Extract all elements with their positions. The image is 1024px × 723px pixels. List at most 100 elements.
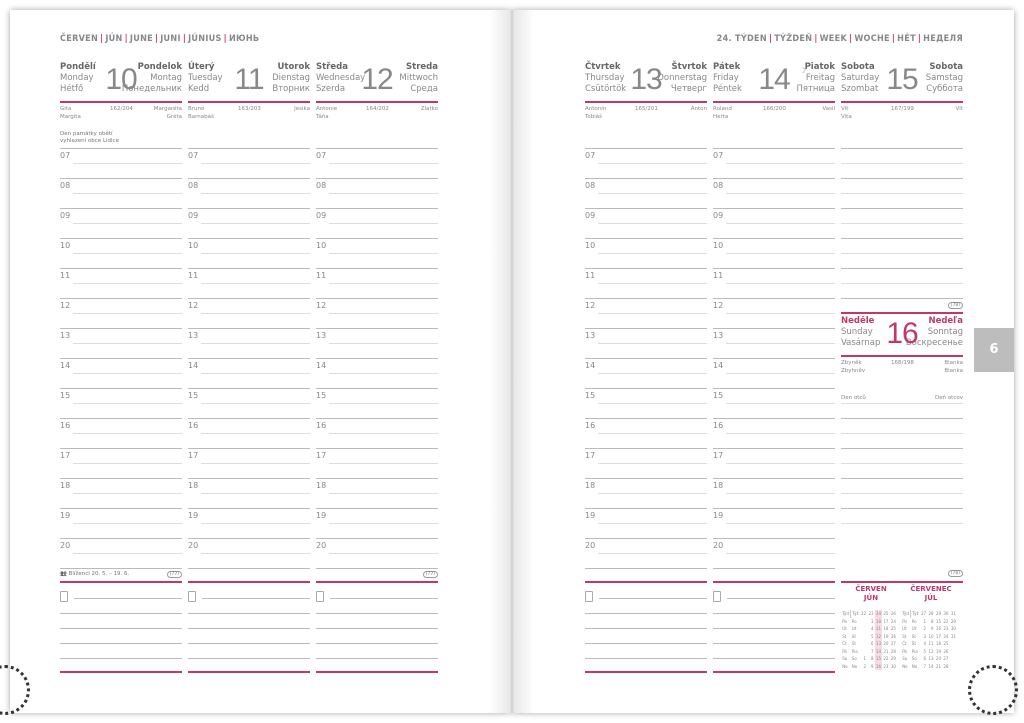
calendar-cell[interactable]: So bbox=[911, 656, 917, 662]
calendar-cell[interactable]: 18 bbox=[883, 626, 889, 632]
calendar-cell[interactable]: 3 bbox=[923, 633, 927, 639]
calendar-cell[interactable]: 12 bbox=[928, 648, 934, 654]
calendar-cell[interactable]: 31 bbox=[950, 633, 956, 639]
calendar-cell[interactable]: St bbox=[911, 633, 916, 639]
calendar-cell[interactable]: 7 bbox=[923, 663, 927, 669]
calendar-cell[interactable] bbox=[950, 648, 957, 656]
calendar-cell[interactable]: 24 bbox=[890, 618, 896, 624]
calendar-cell[interactable]: 22 bbox=[883, 656, 889, 662]
calendar-cell[interactable]: 26 bbox=[890, 633, 896, 639]
calendar-cell[interactable] bbox=[860, 618, 867, 626]
calendar-cell[interactable] bbox=[950, 655, 957, 663]
calendar-cell[interactable]: 9 bbox=[930, 626, 934, 632]
calendar-cell[interactable]: 13 bbox=[874, 640, 883, 648]
calendar-cell[interactable]: 25 bbox=[890, 626, 896, 632]
calendar-cell[interactable]: 15 bbox=[874, 655, 883, 663]
calendar-cell[interactable]: 22 bbox=[943, 618, 949, 624]
calendar-cell[interactable]: 6 bbox=[870, 641, 874, 647]
calendar-cell[interactable] bbox=[860, 633, 867, 641]
calendar-cell[interactable]: 13 bbox=[928, 656, 934, 662]
day-name-en: Monday bbox=[60, 73, 94, 83]
calendar-cell[interactable]: 20 bbox=[883, 641, 889, 647]
month-tab[interactable]: 6 bbox=[974, 328, 1014, 372]
calendar-cell[interactable]: 21 bbox=[935, 663, 941, 669]
calendar-cell[interactable]: 11 bbox=[874, 625, 883, 633]
calendar-cell[interactable]: 28 bbox=[943, 663, 949, 669]
calendar-cell[interactable]: 11 bbox=[928, 641, 934, 647]
calendar-cell[interactable]: Ne bbox=[842, 663, 848, 669]
calendar-cell[interactable]: 6 bbox=[923, 656, 927, 662]
calendar-cell[interactable]: 30 bbox=[890, 663, 896, 669]
calendar-cell[interactable]: 29 bbox=[950, 618, 956, 624]
calendar-cell[interactable]: Pia bbox=[851, 648, 858, 654]
calendar-cell[interactable]: 15 bbox=[935, 618, 941, 624]
calendar-cell[interactable]: 27 bbox=[890, 641, 896, 647]
calendar-cell[interactable]: Pia bbox=[911, 648, 918, 654]
calendar-cell[interactable]: So bbox=[842, 656, 848, 662]
calendar-cell[interactable]: 1 bbox=[923, 618, 927, 624]
calendar-cell[interactable]: Čt bbox=[842, 641, 847, 647]
calendar-cell[interactable]: 17 bbox=[935, 633, 941, 639]
calendar-cell[interactable] bbox=[860, 648, 867, 656]
calendar-cell[interactable]: 23 bbox=[943, 626, 949, 632]
calendar-cell[interactable]: 4 bbox=[923, 641, 927, 647]
calendar-cell[interactable]: 25 bbox=[943, 641, 949, 647]
calendar-cell[interactable]: 14 bbox=[928, 663, 934, 669]
calendar-cell[interactable]: 5 bbox=[870, 633, 874, 639]
calendar-cell[interactable]: 27 bbox=[943, 656, 949, 662]
calendar-cell[interactable]: 21 bbox=[883, 648, 889, 654]
calendar-cell[interactable]: 7 bbox=[870, 648, 874, 654]
calendar-cell[interactable]: 8 bbox=[870, 656, 874, 662]
calendar-cell[interactable]: 26 bbox=[943, 648, 949, 654]
calendar-cell[interactable] bbox=[950, 663, 957, 671]
calendar-cell[interactable]: 10 bbox=[928, 633, 934, 639]
calendar-cell[interactable]: Ut bbox=[851, 626, 857, 632]
calendar-cell[interactable]: 24 bbox=[943, 633, 949, 639]
calendar-cell[interactable]: 2 bbox=[863, 663, 867, 669]
calendar-cell[interactable]: 2 bbox=[923, 626, 927, 632]
calendar-cell[interactable]: Pá bbox=[902, 648, 907, 654]
calendar-cell[interactable]: St bbox=[902, 633, 907, 639]
calendar-cell[interactable]: 14 bbox=[874, 647, 883, 655]
calendar-cell[interactable]: Po bbox=[851, 618, 857, 624]
calendar-cell[interactable] bbox=[950, 640, 957, 648]
calendar-cell[interactable]: Št bbox=[851, 641, 856, 647]
calendar-cell[interactable]: 9 bbox=[870, 663, 874, 669]
calendar-cell[interactable]: 16 bbox=[935, 626, 941, 632]
calendar-cell[interactable]: Út bbox=[902, 626, 907, 632]
calendar-cell[interactable]: 12 bbox=[874, 632, 883, 640]
calendar-cell[interactable]: 17 bbox=[883, 618, 889, 624]
calendar-cell[interactable]: St bbox=[851, 633, 856, 639]
calendar-cell[interactable]: Po bbox=[842, 618, 847, 624]
calendar-cell[interactable]: 5 bbox=[923, 648, 927, 654]
calendar-cell[interactable]: 28 bbox=[890, 648, 896, 654]
calendar-cell[interactable]: 1 bbox=[863, 656, 867, 662]
calendar-cell[interactable]: Št bbox=[911, 641, 916, 647]
calendar-cell[interactable] bbox=[860, 640, 867, 648]
calendar-cell[interactable]: 8 bbox=[930, 618, 934, 624]
calendar-cell[interactable]: St bbox=[842, 633, 847, 639]
calendar-cell[interactable]: 19 bbox=[883, 633, 889, 639]
calendar-cell[interactable]: Pá bbox=[842, 648, 847, 654]
calendar-cell[interactable]: Ut bbox=[911, 626, 917, 632]
calendar-cell[interactable]: 29 bbox=[890, 656, 896, 662]
calendar-cell[interactable]: 16 bbox=[874, 662, 883, 670]
calendar-cell[interactable]: Ne bbox=[851, 663, 858, 669]
calendar-cell[interactable]: 3 bbox=[870, 618, 874, 624]
calendar-cell[interactable]: So bbox=[851, 656, 857, 662]
calendar-cell[interactable]: Út bbox=[842, 626, 847, 632]
calendar-cell[interactable]: 4 bbox=[870, 626, 874, 632]
calendar-cell[interactable]: Po bbox=[902, 618, 907, 624]
calendar-cell[interactable]: So bbox=[902, 656, 908, 662]
calendar-cell[interactable]: Po bbox=[911, 618, 917, 624]
calendar-cell[interactable]: Ne bbox=[911, 663, 918, 669]
calendar-cell[interactable]: 10 bbox=[874, 617, 883, 625]
calendar-cell[interactable]: 20 bbox=[935, 656, 941, 662]
calendar-cell[interactable]: 23 bbox=[883, 663, 889, 669]
calendar-cell[interactable] bbox=[860, 625, 867, 633]
calendar-cell[interactable]: Ne bbox=[902, 663, 908, 669]
calendar-cell[interactable]: 19 bbox=[935, 648, 941, 654]
calendar-cell[interactable]: 30 bbox=[950, 626, 956, 632]
calendar-cell[interactable]: 18 bbox=[935, 641, 941, 647]
calendar-cell[interactable]: Čt bbox=[902, 641, 907, 647]
